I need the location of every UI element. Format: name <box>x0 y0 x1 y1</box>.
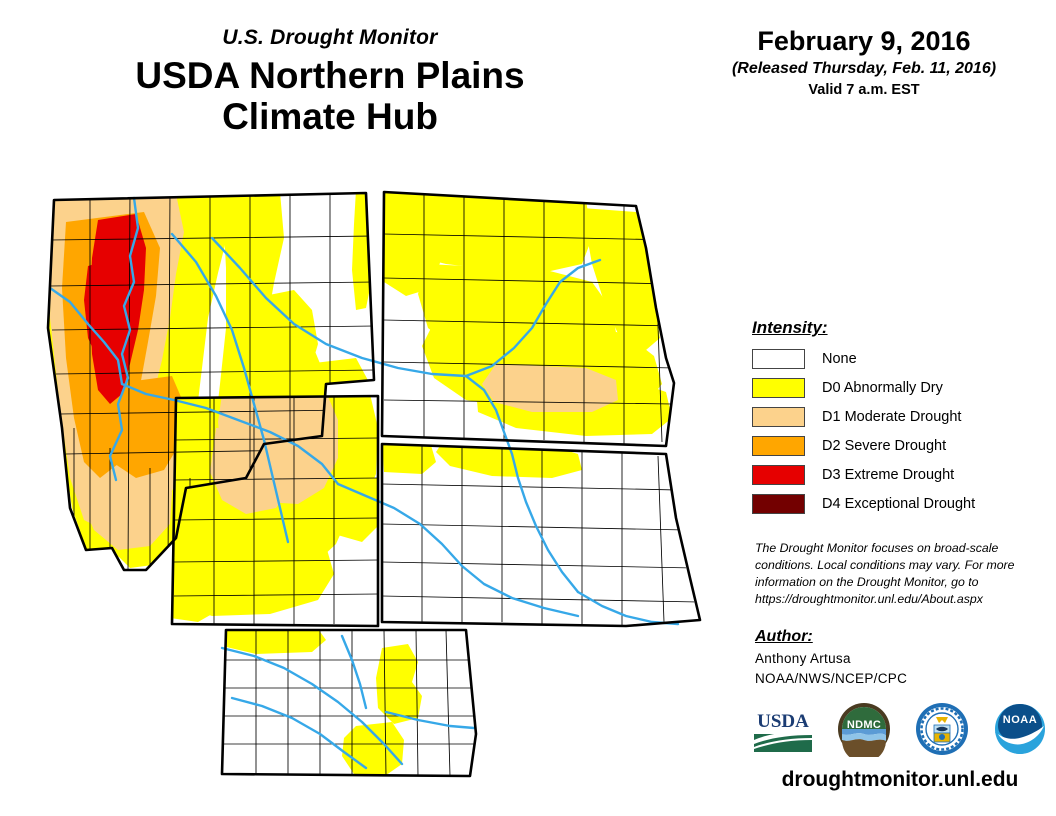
legend: Intensity: None D0 Abnormally Dry D1 Mod… <box>752 318 1048 521</box>
svg-text:NDMC: NDMC <box>847 719 881 731</box>
legend-swatch-d2 <box>752 436 805 456</box>
drought-monitor-url[interactable]: droughtmonitor.unl.edu <box>781 768 1019 791</box>
noaa-logo: NOAA <box>992 702 1048 761</box>
legend-swatch-d3 <box>752 465 805 485</box>
state-boundaries <box>46 190 702 778</box>
svg-text:USDA: USDA <box>757 711 809 732</box>
nws-seal-logo <box>914 701 970 762</box>
drought-map[interactable] <box>26 178 726 808</box>
legend-label-d3: D3 Extreme Drought <box>822 467 955 483</box>
legend-item-d3: D3 Extreme Drought <box>752 463 1048 487</box>
legend-item-none: None <box>752 347 1048 371</box>
author-affiliation: NOAA/NWS/NCEP/CPC <box>755 671 908 686</box>
legend-swatch-none <box>752 349 805 369</box>
legend-item-d0: D0 Abnormally Dry <box>752 376 1048 400</box>
rivers <box>48 196 680 770</box>
legend-swatch-d0 <box>752 378 805 398</box>
valid-time: Valid 7 a.m. EST <box>808 82 920 98</box>
author-title: Author: <box>755 628 813 645</box>
svg-text:NOAA: NOAA <box>1003 714 1037 726</box>
header-right: February 9, 2016 (Released Thursday, Feb… <box>672 26 1056 98</box>
legend-label-none: None <box>822 351 857 367</box>
legend-item-d2: D2 Severe Drought <box>752 434 1048 458</box>
author-block: Author: Anthony Artusa NOAA/NWS/NCEP/CPC <box>755 628 1045 686</box>
legend-label-d4: D4 Exceptional Drought <box>822 496 976 512</box>
legend-swatch-d1 <box>752 407 805 427</box>
page-title-line1: USDA Northern Plains <box>135 55 525 96</box>
legend-label-d0: D0 Abnormally Dry <box>822 380 943 396</box>
author-name: Anthony Artusa <box>755 651 851 666</box>
legend-swatch-d4 <box>752 494 805 514</box>
usda-logo: USDA <box>752 703 814 759</box>
legend-title: Intensity: <box>752 318 828 337</box>
nebraska-drought-regions <box>222 630 422 776</box>
page-title-line2: Climate Hub <box>222 96 438 138</box>
logo-row: USDA NDMC <box>752 700 1048 762</box>
ndmc-logo: NDMC <box>836 701 892 762</box>
legend-label-d1: D1 Moderate Drought <box>822 409 962 425</box>
montana-drought-regions <box>48 193 374 568</box>
header-subtitle: U.S. Drought Monitor <box>222 26 438 49</box>
map-date: February 9, 2016 <box>757 26 971 56</box>
legend-item-d4: D4 Exceptional Drought <box>752 492 1048 516</box>
legend-label-d2: D2 Severe Drought <box>822 438 947 454</box>
header-left: U.S. Drought Monitor USDA Northern Plain… <box>0 26 660 138</box>
wyoming-drought-regions <box>172 396 378 622</box>
legend-item-d1: D1 Moderate Drought <box>752 405 1048 429</box>
release-date: (Released Thursday, Feb. 11, 2016) <box>731 60 997 77</box>
disclaimer-text: The Drought Monitor focuses on broad-sca… <box>755 541 1015 606</box>
